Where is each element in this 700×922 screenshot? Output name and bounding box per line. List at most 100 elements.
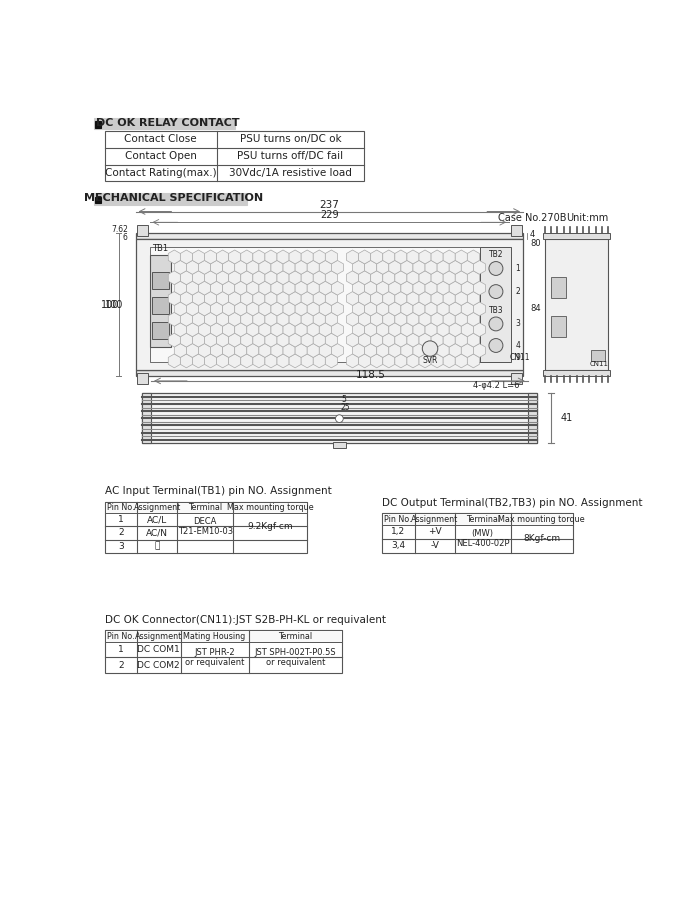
Polygon shape	[193, 250, 204, 264]
Text: 4-φ4.2 L=6: 4-φ4.2 L=6	[473, 381, 519, 390]
Bar	[104, 502, 307, 514]
Polygon shape	[186, 323, 199, 337]
Polygon shape	[431, 333, 443, 347]
Polygon shape	[461, 344, 473, 358]
Text: TB2: TB2	[489, 250, 503, 259]
Polygon shape	[216, 333, 229, 347]
Text: Assignment: Assignment	[134, 503, 181, 512]
Polygon shape	[277, 271, 289, 285]
Polygon shape	[395, 354, 407, 368]
Polygon shape	[234, 281, 247, 295]
Polygon shape	[277, 333, 289, 347]
Polygon shape	[419, 354, 431, 368]
Polygon shape	[247, 323, 259, 337]
Bar	[551, 277, 566, 298]
Polygon shape	[241, 354, 253, 368]
Polygon shape	[295, 260, 307, 274]
Polygon shape	[395, 271, 407, 285]
Polygon shape	[265, 333, 277, 347]
Polygon shape	[241, 250, 253, 264]
Polygon shape	[358, 333, 371, 347]
Polygon shape	[234, 260, 247, 274]
Polygon shape	[431, 313, 443, 326]
Polygon shape	[473, 260, 485, 274]
Polygon shape	[358, 354, 371, 368]
Polygon shape	[186, 344, 199, 358]
Circle shape	[489, 338, 503, 352]
Polygon shape	[271, 344, 283, 358]
Bar	[511, 225, 522, 236]
Bar	[152, 297, 169, 313]
Polygon shape	[326, 250, 337, 264]
Text: DECA
T21-EM10-03: DECA T21-EM10-03	[178, 516, 233, 536]
Bar	[382, 514, 573, 552]
Polygon shape	[289, 333, 301, 347]
Polygon shape	[326, 313, 337, 326]
Polygon shape	[241, 313, 253, 326]
Polygon shape	[358, 271, 371, 285]
Polygon shape	[313, 313, 326, 326]
Bar	[104, 631, 342, 642]
Polygon shape	[271, 323, 283, 337]
Text: Max mounting torque: Max mounting torque	[498, 514, 585, 524]
Polygon shape	[365, 344, 377, 358]
Polygon shape	[283, 302, 295, 316]
Text: Max mounting torque: Max mounting torque	[227, 503, 314, 512]
Polygon shape	[346, 291, 358, 305]
Bar	[94, 193, 247, 205]
Polygon shape	[431, 271, 443, 285]
Polygon shape	[277, 313, 289, 326]
Polygon shape	[265, 291, 277, 305]
Bar	[104, 131, 364, 182]
Polygon shape	[241, 271, 253, 285]
Polygon shape	[174, 323, 186, 337]
Polygon shape	[455, 291, 468, 305]
Polygon shape	[216, 354, 229, 368]
Polygon shape	[234, 302, 247, 316]
Polygon shape	[473, 344, 485, 358]
Polygon shape	[353, 281, 365, 295]
Polygon shape	[437, 344, 449, 358]
Polygon shape	[247, 344, 259, 358]
Polygon shape	[168, 250, 181, 264]
Polygon shape	[443, 291, 455, 305]
Polygon shape	[326, 354, 337, 368]
Polygon shape	[259, 281, 271, 295]
Polygon shape	[377, 281, 389, 295]
Polygon shape	[181, 313, 192, 326]
Polygon shape	[326, 291, 337, 305]
Polygon shape	[468, 291, 480, 305]
Polygon shape	[455, 250, 468, 264]
Polygon shape	[193, 271, 204, 285]
Polygon shape	[186, 281, 199, 295]
Polygon shape	[443, 313, 455, 326]
Bar	[333, 442, 346, 448]
Polygon shape	[383, 250, 395, 264]
Circle shape	[489, 317, 503, 331]
Polygon shape	[168, 291, 181, 305]
Bar	[543, 233, 610, 239]
Text: 1: 1	[177, 276, 182, 285]
Polygon shape	[331, 260, 344, 274]
Polygon shape	[401, 344, 413, 358]
Bar	[136, 233, 523, 239]
Polygon shape	[295, 281, 307, 295]
Polygon shape	[174, 344, 186, 358]
Polygon shape	[277, 250, 289, 264]
Polygon shape	[401, 302, 413, 316]
Polygon shape	[449, 260, 461, 274]
Polygon shape	[377, 260, 389, 274]
Polygon shape	[295, 323, 307, 337]
Polygon shape	[346, 333, 358, 347]
Text: AC Input Terminal(TB1) pin NO. Assignment: AC Input Terminal(TB1) pin NO. Assignmen…	[104, 486, 331, 496]
Polygon shape	[229, 313, 241, 326]
Text: DC COM1: DC COM1	[137, 645, 180, 654]
Text: 1: 1	[118, 515, 124, 525]
Polygon shape	[301, 354, 313, 368]
Polygon shape	[253, 291, 265, 305]
Polygon shape	[319, 344, 331, 358]
Polygon shape	[193, 313, 204, 326]
Polygon shape	[395, 250, 407, 264]
Bar	[95, 122, 101, 127]
Text: 237: 237	[319, 199, 339, 209]
